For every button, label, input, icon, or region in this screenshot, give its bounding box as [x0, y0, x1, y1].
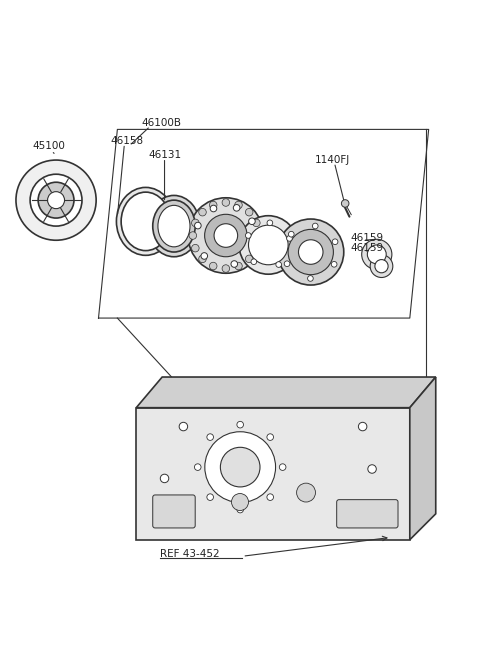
Circle shape — [204, 214, 247, 257]
Circle shape — [284, 261, 290, 267]
Circle shape — [251, 259, 257, 265]
Circle shape — [38, 182, 74, 218]
Circle shape — [370, 255, 393, 278]
FancyBboxPatch shape — [336, 500, 398, 528]
Circle shape — [16, 160, 96, 240]
Circle shape — [237, 421, 243, 428]
Circle shape — [252, 219, 260, 227]
Circle shape — [222, 198, 229, 206]
Text: 46100B: 46100B — [141, 118, 181, 128]
Circle shape — [288, 231, 294, 237]
Circle shape — [367, 245, 386, 264]
Circle shape — [362, 239, 392, 269]
Circle shape — [359, 422, 367, 431]
Text: 46158: 46158 — [110, 136, 144, 146]
Circle shape — [297, 483, 315, 502]
Circle shape — [233, 204, 240, 211]
Circle shape — [239, 215, 298, 274]
Circle shape — [331, 261, 337, 267]
Circle shape — [249, 225, 288, 265]
Ellipse shape — [117, 187, 175, 255]
Circle shape — [214, 224, 238, 248]
Text: 1140FJ: 1140FJ — [314, 155, 350, 165]
Circle shape — [245, 233, 251, 238]
Circle shape — [341, 200, 349, 207]
Circle shape — [179, 422, 188, 431]
Polygon shape — [136, 377, 436, 407]
Circle shape — [312, 223, 318, 229]
Circle shape — [192, 244, 199, 252]
Text: 46159: 46159 — [351, 243, 384, 253]
Circle shape — [249, 218, 255, 225]
Circle shape — [252, 244, 260, 252]
Circle shape — [160, 474, 169, 483]
Circle shape — [205, 432, 276, 502]
Circle shape — [199, 208, 206, 216]
Circle shape — [245, 255, 253, 263]
FancyBboxPatch shape — [153, 495, 195, 528]
Circle shape — [368, 465, 376, 474]
Text: REF 43-452: REF 43-452 — [160, 549, 219, 559]
Circle shape — [267, 494, 274, 500]
Circle shape — [279, 464, 286, 470]
Circle shape — [192, 219, 199, 227]
Text: 46131: 46131 — [148, 151, 181, 160]
Polygon shape — [410, 377, 436, 540]
Circle shape — [255, 232, 263, 239]
Circle shape — [222, 265, 229, 272]
Circle shape — [189, 232, 197, 239]
Circle shape — [267, 220, 273, 226]
Circle shape — [237, 506, 243, 513]
Circle shape — [332, 239, 338, 244]
Circle shape — [209, 262, 217, 270]
Circle shape — [194, 222, 201, 229]
Ellipse shape — [148, 195, 200, 257]
Circle shape — [278, 219, 344, 285]
Circle shape — [188, 198, 264, 273]
Circle shape — [276, 262, 281, 267]
Text: 45100: 45100 — [33, 141, 65, 151]
Circle shape — [30, 174, 82, 226]
Circle shape — [288, 229, 334, 274]
Circle shape — [201, 253, 207, 259]
Circle shape — [308, 276, 313, 281]
Circle shape — [287, 236, 292, 241]
Circle shape — [375, 259, 388, 272]
Ellipse shape — [158, 205, 190, 247]
Text: 46159: 46159 — [351, 233, 384, 243]
Circle shape — [48, 192, 64, 209]
Circle shape — [207, 434, 214, 440]
Circle shape — [231, 261, 238, 267]
Circle shape — [235, 201, 242, 209]
Circle shape — [220, 447, 260, 487]
Circle shape — [194, 464, 201, 470]
Circle shape — [231, 493, 249, 510]
Polygon shape — [136, 407, 410, 540]
Ellipse shape — [121, 192, 170, 251]
Circle shape — [199, 255, 206, 263]
Circle shape — [245, 208, 253, 216]
Circle shape — [207, 494, 214, 500]
Circle shape — [267, 434, 274, 440]
Circle shape — [210, 205, 217, 212]
Circle shape — [209, 201, 217, 209]
Circle shape — [235, 262, 242, 270]
Ellipse shape — [153, 200, 195, 252]
Circle shape — [299, 240, 323, 265]
